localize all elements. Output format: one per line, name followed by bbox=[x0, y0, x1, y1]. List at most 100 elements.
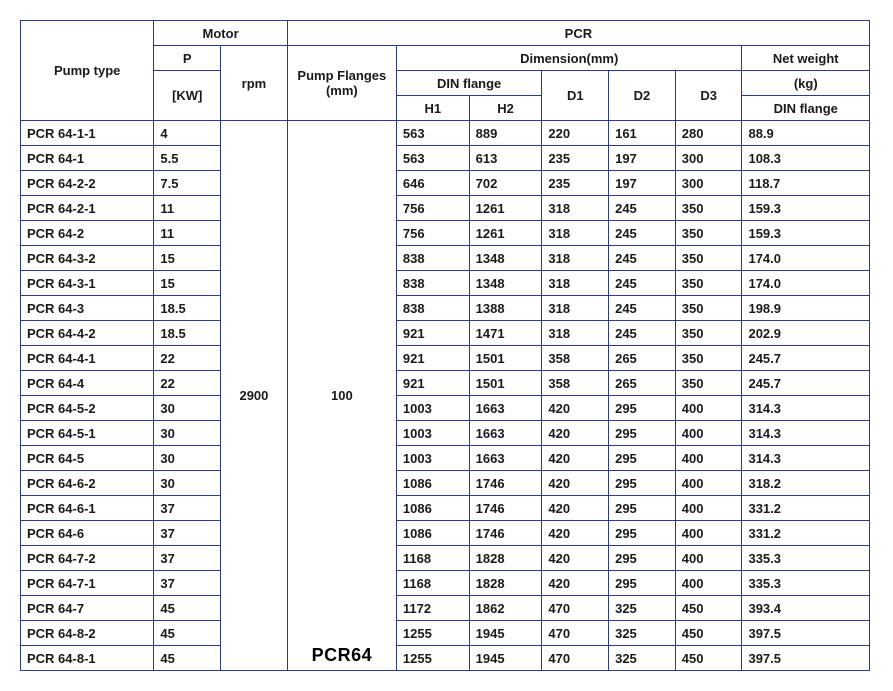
cell-pump-type: PCR 64-5-1 bbox=[21, 421, 154, 446]
cell-pump-type: PCR 64-4 bbox=[21, 371, 154, 396]
cell-d3: 400 bbox=[675, 471, 742, 496]
table-row: PCR 64-53010031663420295400314.3 bbox=[21, 446, 870, 471]
cell-d3: 300 bbox=[675, 171, 742, 196]
cell-weight: 314.3 bbox=[742, 396, 870, 421]
cell-d2: 325 bbox=[609, 596, 676, 621]
cell-d3: 400 bbox=[675, 396, 742, 421]
cell-d2: 295 bbox=[609, 471, 676, 496]
cell-d2: 245 bbox=[609, 271, 676, 296]
cell-weight: 331.2 bbox=[742, 521, 870, 546]
cell-d1: 420 bbox=[542, 446, 609, 471]
th-pump-type: Pump type bbox=[21, 21, 154, 121]
cell-weight: 397.5 bbox=[742, 646, 870, 671]
cell-d3: 350 bbox=[675, 296, 742, 321]
cell-pump-type: PCR 64-7 bbox=[21, 596, 154, 621]
cell-d3: 350 bbox=[675, 271, 742, 296]
cell-d2: 295 bbox=[609, 421, 676, 446]
cell-p-kw: 30 bbox=[154, 396, 221, 421]
cell-weight: 331.2 bbox=[742, 496, 870, 521]
cell-p-kw: 4 bbox=[154, 121, 221, 146]
th-d3: D3 bbox=[675, 71, 742, 121]
cell-h1: 838 bbox=[396, 271, 469, 296]
cell-d2: 295 bbox=[609, 396, 676, 421]
cell-d2: 295 bbox=[609, 521, 676, 546]
cell-h2: 1348 bbox=[469, 271, 542, 296]
cell-h2: 1261 bbox=[469, 196, 542, 221]
cell-pump-type: PCR 64-2 bbox=[21, 221, 154, 246]
cell-d3: 400 bbox=[675, 496, 742, 521]
th-pump-flanges-label: Pump Flanges bbox=[297, 68, 386, 83]
table-row: PCR 64-5-23010031663420295400314.3 bbox=[21, 396, 870, 421]
table-row: PCR 64-5-13010031663420295400314.3 bbox=[21, 421, 870, 446]
cell-weight: 397.5 bbox=[742, 621, 870, 646]
cell-pump-type: PCR 64-4-2 bbox=[21, 321, 154, 346]
cell-h2: 1945 bbox=[469, 646, 542, 671]
table-row: PCR 64-6-13710861746420295400331.2 bbox=[21, 496, 870, 521]
cell-h1: 563 bbox=[396, 121, 469, 146]
cell-weight: 335.3 bbox=[742, 546, 870, 571]
th-motor: Motor bbox=[154, 21, 287, 46]
cell-d2: 265 bbox=[609, 371, 676, 396]
cell-d1: 420 bbox=[542, 571, 609, 596]
cell-h1: 1086 bbox=[396, 496, 469, 521]
cell-d3: 350 bbox=[675, 346, 742, 371]
cell-p-kw: 37 bbox=[154, 496, 221, 521]
cell-pump-type: PCR 64-2-2 bbox=[21, 171, 154, 196]
cell-h2: 1746 bbox=[469, 521, 542, 546]
cell-h2: 1945 bbox=[469, 621, 542, 646]
th-pump-flanges-unit: (mm) bbox=[326, 83, 358, 98]
cell-p-kw: 37 bbox=[154, 521, 221, 546]
cell-h2: 1663 bbox=[469, 396, 542, 421]
cell-h1: 756 bbox=[396, 221, 469, 246]
cell-d1: 235 bbox=[542, 171, 609, 196]
cell-pump-type: PCR 64-8-2 bbox=[21, 621, 154, 646]
cell-h2: 1828 bbox=[469, 546, 542, 571]
cell-p-kw: 18.5 bbox=[154, 296, 221, 321]
table-row: PCR 64-8-24512551945470325450397.5 bbox=[21, 621, 870, 646]
cell-h1: 756 bbox=[396, 196, 469, 221]
cell-weight: 202.9 bbox=[742, 321, 870, 346]
cell-h1: 1172 bbox=[396, 596, 469, 621]
cell-d2: 265 bbox=[609, 346, 676, 371]
cell-d3: 450 bbox=[675, 621, 742, 646]
cell-d1: 358 bbox=[542, 346, 609, 371]
th-dimension: Dimension(mm) bbox=[396, 46, 742, 71]
cell-h1: 921 bbox=[396, 371, 469, 396]
cell-d3: 400 bbox=[675, 546, 742, 571]
cell-d2: 197 bbox=[609, 146, 676, 171]
table-row: PCR 64-3-1158381348318245350174.0 bbox=[21, 271, 870, 296]
cell-flanges-value: 100 bbox=[331, 388, 353, 403]
table-body: PCR 64-1-142900100PCR6456388922016128088… bbox=[21, 121, 870, 671]
cell-d1: 318 bbox=[542, 271, 609, 296]
cell-pump-type: PCR 64-1 bbox=[21, 146, 154, 171]
cell-p-kw: 15 bbox=[154, 246, 221, 271]
cell-flanges-shared: 100 PCR64 bbox=[287, 121, 396, 671]
cell-h2: 1501 bbox=[469, 371, 542, 396]
cell-h2: 889 bbox=[469, 121, 542, 146]
th-p-unit: [KW] bbox=[154, 71, 221, 121]
cell-weight: 245.7 bbox=[742, 371, 870, 396]
cell-d1: 470 bbox=[542, 646, 609, 671]
cell-h2: 1348 bbox=[469, 246, 542, 271]
cell-h1: 1168 bbox=[396, 571, 469, 596]
cell-d1: 220 bbox=[542, 121, 609, 146]
cell-pump-type: PCR 64-3-2 bbox=[21, 246, 154, 271]
cell-h1: 1003 bbox=[396, 421, 469, 446]
cell-h1: 1255 bbox=[396, 646, 469, 671]
cell-d2: 197 bbox=[609, 171, 676, 196]
table-row: PCR 64-3-2158381348318245350174.0 bbox=[21, 246, 870, 271]
cell-h2: 1828 bbox=[469, 571, 542, 596]
cell-p-kw: 45 bbox=[154, 646, 221, 671]
model-label: PCR64 bbox=[312, 645, 373, 666]
cell-d2: 295 bbox=[609, 496, 676, 521]
cell-p-kw: 37 bbox=[154, 546, 221, 571]
cell-d1: 420 bbox=[542, 471, 609, 496]
cell-h1: 838 bbox=[396, 246, 469, 271]
cell-d3: 400 bbox=[675, 571, 742, 596]
cell-d2: 245 bbox=[609, 296, 676, 321]
cell-p-kw: 37 bbox=[154, 571, 221, 596]
pump-spec-table: Pump type Motor PCR P rpm Pump Flanges (… bbox=[20, 20, 870, 671]
table-row: PCR 64-2-1117561261318245350159.3 bbox=[21, 196, 870, 221]
cell-pump-type: PCR 64-6-1 bbox=[21, 496, 154, 521]
cell-h2: 702 bbox=[469, 171, 542, 196]
